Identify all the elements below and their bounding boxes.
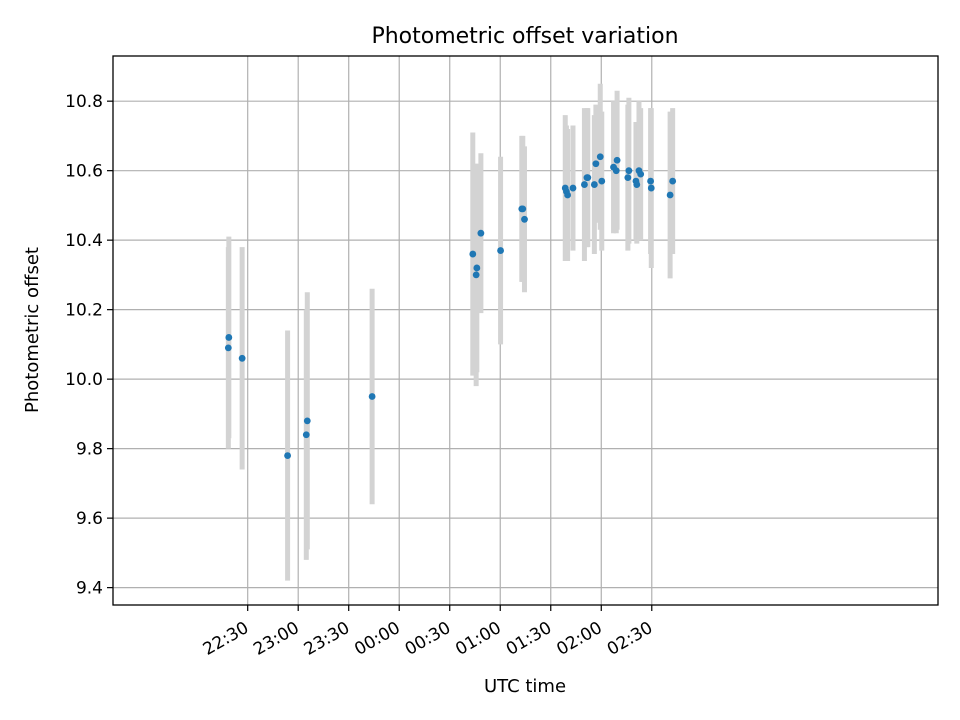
y-tick-label: 10.2 [65,301,103,321]
data-point [669,177,677,185]
x-tick-label: 00:30 [402,618,454,660]
x-tick-label: 01:30 [503,618,555,660]
x-tick-label: 01:00 [452,618,504,660]
data-point [472,271,480,279]
x-tick-label: 23:00 [250,618,302,660]
grid [113,56,938,605]
data-point [598,177,606,185]
y-axis-label: Photometric offset [22,247,43,413]
data-point [624,174,632,182]
x-tick-label: 02:00 [553,618,605,660]
y-tick-label: 10.8 [65,92,103,112]
error-bars [225,83,676,581]
data-point [303,417,311,425]
data-point [633,181,641,188]
x-tick-label: 22:30 [200,618,252,660]
data-point [581,181,588,188]
data-point [519,205,527,213]
data-point [497,247,504,254]
x-tick-label: 02:30 [604,618,656,660]
data-point [469,250,477,258]
data-point [647,184,655,192]
data-point [647,177,654,185]
data-point [473,264,481,272]
data-point [564,191,571,199]
y-tick-label: 10.0 [65,370,103,390]
x-axis-label: UTC time [484,676,566,697]
data-point [590,181,598,188]
data-point [666,191,674,199]
y-tick-label: 9.6 [76,509,103,529]
data-point [368,393,376,400]
data-point [592,160,600,168]
y-tick-label: 9.4 [76,579,103,599]
data-point [225,334,233,341]
data-point [637,170,645,178]
data-point [625,167,633,175]
data-point [596,153,604,161]
chart-title: Photometric offset variation [371,24,678,49]
data-point [613,156,621,164]
data-point [302,431,310,439]
data-point [224,344,232,352]
y-tick-label: 10.6 [65,162,103,182]
data-point [238,354,246,362]
data-point [477,229,485,237]
x-tick-label: 00:00 [351,618,403,660]
data-point [521,215,528,223]
data-point [584,174,592,182]
x-tick-label: 23:30 [301,618,353,660]
y-tick-label: 9.8 [76,440,103,460]
data-points [224,153,677,459]
data-point [284,452,291,459]
plot-frame [112,55,939,606]
y-tick-label: 10.4 [65,231,103,251]
data-point [612,167,620,175]
data-point [569,184,577,192]
